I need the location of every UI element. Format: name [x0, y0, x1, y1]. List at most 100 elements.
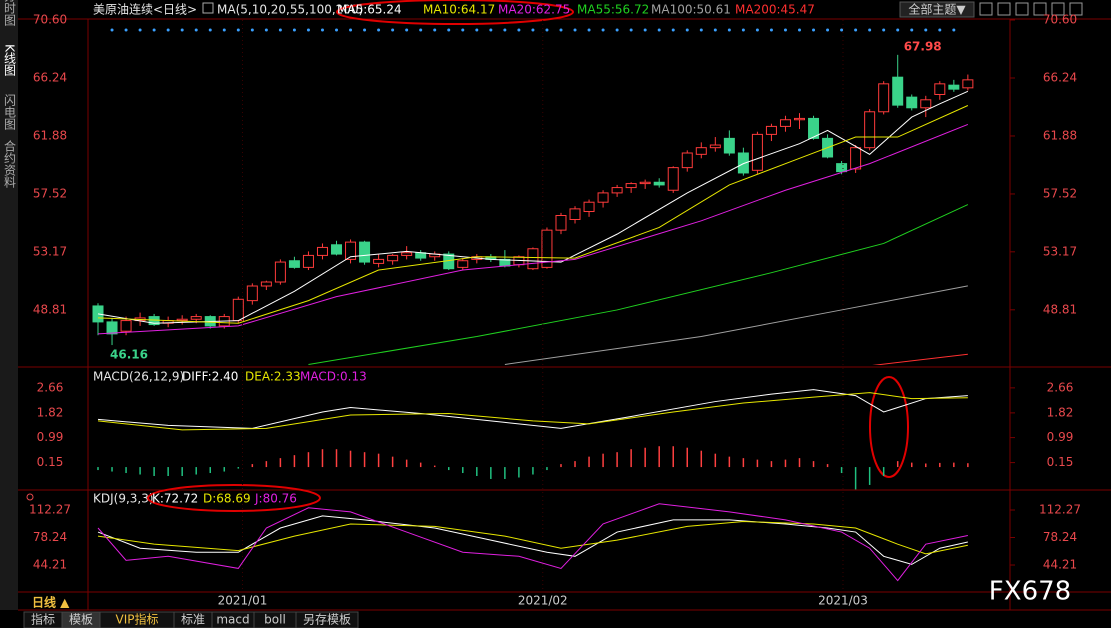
x-tick-label: 2021/02	[518, 594, 568, 608]
tab-label[interactable]: 标准	[181, 613, 205, 627]
candle-body	[765, 125, 777, 135]
watermark: FX678	[989, 577, 1071, 607]
event-dot	[924, 28, 928, 32]
y-tick-label: 57.52	[33, 186, 67, 200]
event-dot	[713, 28, 717, 32]
candle-body	[359, 241, 371, 263]
event-dot	[587, 28, 591, 32]
icon[interactable]	[1033, 2, 1047, 16]
candle-body	[246, 285, 258, 302]
event-dot	[952, 28, 956, 32]
event-dot	[910, 28, 914, 32]
event-dot	[503, 28, 507, 32]
event-dot	[363, 28, 367, 32]
event-dot	[769, 28, 773, 32]
event-dot	[349, 28, 353, 32]
event-dot	[854, 28, 858, 32]
candle-body	[387, 254, 399, 262]
line-series	[97, 503, 968, 582]
y-tick-label: 78.24	[33, 530, 67, 544]
tab-label[interactable]: 指标	[31, 612, 55, 627]
sidebar-tab[interactable]: 合约资料	[3, 139, 17, 188]
event-dot	[124, 28, 128, 32]
y-tick-label: 70.60	[33, 13, 67, 27]
period[interactable]: 日线 ▲	[32, 595, 70, 610]
icon[interactable]	[26, 493, 34, 501]
sidebar-tab[interactable]: 闪电图	[3, 94, 17, 130]
legend-entry: MA55:56.72	[577, 3, 649, 17]
candle-body	[653, 181, 665, 186]
icon[interactable]	[979, 2, 993, 16]
event-dot	[573, 28, 577, 32]
y-tick-label: 112.27	[1039, 503, 1081, 517]
icon[interactable]	[202, 2, 214, 14]
y-tick-label: 61.88	[33, 128, 67, 142]
event-dot	[138, 28, 142, 32]
candle-body	[948, 84, 960, 90]
candle-body	[681, 152, 693, 169]
ma-params: MA(5,10,20,55,100,200)	[217, 3, 363, 17]
panel-frames	[18, 18, 1111, 611]
candle-body	[779, 119, 791, 127]
event-dot	[545, 28, 549, 32]
y-tick-label: 78.24	[1043, 530, 1077, 544]
legend-entry: MA200:45.47	[735, 3, 815, 17]
candle-body	[316, 246, 328, 256]
event-dot	[798, 28, 801, 32]
tab[interactable]	[295, 611, 359, 628]
sidebar-tab[interactable]: 分时图	[3, 0, 17, 26]
legend-entry: MA10:64.17	[423, 3, 495, 17]
macd-title: MACD(26,12,9)	[93, 370, 184, 384]
candle-body	[667, 167, 679, 191]
icon[interactable]	[1069, 2, 1083, 16]
event-dot	[250, 28, 254, 32]
legend-entry: MACD:0.13	[300, 370, 367, 384]
kdj-title: KDJ(9,3,3)	[93, 492, 154, 506]
event-dot	[559, 28, 563, 32]
event-dot	[601, 28, 605, 32]
line-series	[97, 105, 969, 324]
tab-label[interactable]: macd	[216, 613, 249, 627]
event-dot	[419, 28, 423, 32]
icon[interactable]	[1051, 2, 1065, 16]
theme-button[interactable]	[899, 1, 975, 18]
tab-label[interactable]: VIP指标	[116, 612, 159, 627]
candle-body	[569, 208, 581, 220]
y-tick-label: 44.21	[1043, 558, 1077, 572]
y-tick-label: 1.82	[37, 405, 64, 419]
candle-body	[302, 254, 314, 268]
event-dot	[643, 28, 647, 32]
event-dot	[208, 28, 212, 32]
candle-body	[331, 244, 343, 255]
event-dot	[110, 28, 114, 32]
highlight	[869, 376, 909, 478]
y-tick-label: 66.24	[33, 70, 67, 84]
event-dot	[938, 28, 942, 32]
candle-body	[260, 281, 272, 287]
icon[interactable]	[1015, 2, 1029, 16]
candle-body	[541, 229, 553, 268]
candle-body	[401, 252, 413, 256]
event-dot	[391, 28, 395, 32]
sidebar-tab[interactable]: K线图	[3, 44, 17, 76]
y-tick-label: 61.88	[1043, 128, 1077, 142]
theme-label[interactable]: 全部主题▼	[908, 2, 966, 17]
candle-body	[457, 260, 469, 268]
y-tick-label: 112.27	[29, 503, 71, 517]
sidebar	[0, 0, 18, 610]
legend-entry: D:68.69	[203, 492, 251, 506]
candle-body	[794, 117, 805, 121]
candle-body	[597, 192, 609, 203]
y-tick-label: 0.99	[37, 430, 64, 444]
legend-entry: DIFF:2.40	[182, 370, 238, 384]
tab-label[interactable]: 模板	[69, 613, 93, 627]
candle-body	[527, 248, 539, 270]
event-dot	[882, 28, 886, 32]
tab-label[interactable]: boll	[264, 613, 286, 627]
y-tick-label: 70.60	[1043, 13, 1077, 27]
event-dot	[433, 28, 437, 32]
icon[interactable]	[997, 2, 1011, 16]
tab-label[interactable]: 另存模板	[303, 613, 351, 627]
event-dot	[840, 28, 844, 32]
header-bar	[18, 0, 1111, 19]
